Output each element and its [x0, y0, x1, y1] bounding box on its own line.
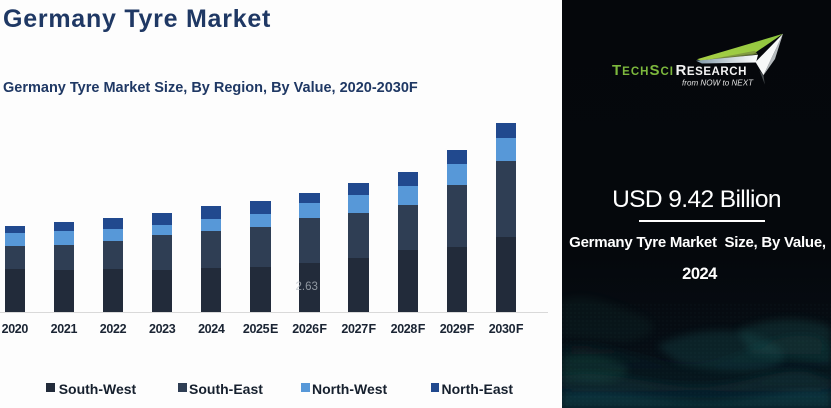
svg-text:TECHSCI: TECHSCI — [612, 62, 674, 79]
svg-text:RESEARCH: RESEARCH — [676, 62, 747, 79]
svg-text:from NOW to NEXT: from NOW to NEXT — [682, 79, 754, 88]
